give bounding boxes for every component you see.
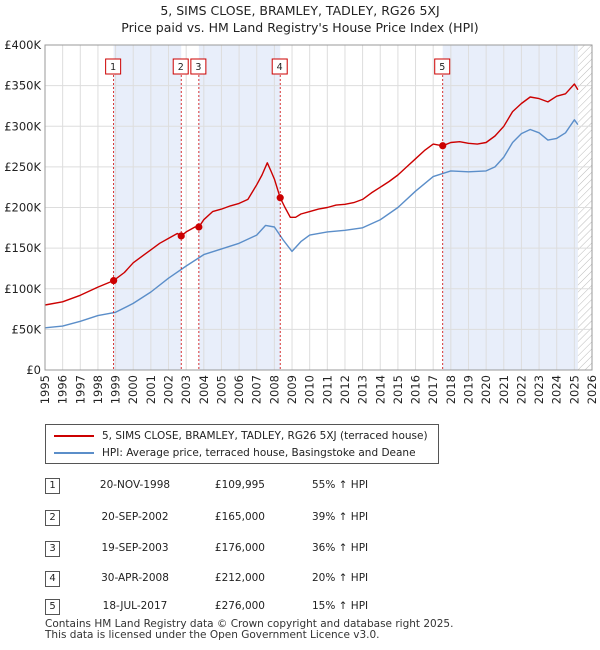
plot-frame	[44, 44, 593, 371]
x-tick-label: 2013	[356, 375, 370, 404]
sale-marker-label: 4	[277, 62, 283, 73]
x-tick-label: 2025	[567, 375, 581, 404]
legend-hpi: HPI: Average price, terraced house, Basi…	[54, 447, 416, 459]
x-tick-label: 2014	[373, 375, 387, 404]
sale-point	[439, 142, 447, 150]
chart-title: 5, SIMS CLOSE, BRAMLEY, TADLEY, RG26 5XJ	[160, 3, 440, 18]
legend-hpi-label: HPI: Average price, terraced house, Basi…	[102, 447, 416, 459]
sale-hpi-diff: 39% ↑ HPI	[312, 511, 369, 523]
sale-price: £212,000	[214, 572, 265, 584]
x-tick-label: 2019	[461, 375, 475, 404]
sale-marker-box	[434, 58, 451, 75]
x-tick-label: 2026	[585, 375, 599, 404]
x-tick-label: 2017	[426, 375, 440, 404]
x-tick-label: 2004	[197, 375, 211, 404]
y-tick-label: £400K	[4, 38, 41, 52]
x-tick-label: 2007	[250, 375, 264, 404]
sale-point	[177, 232, 185, 240]
y-tick-label: £250K	[4, 160, 41, 174]
sale-number: 1	[45, 478, 60, 494]
sale-marker-label: 2	[178, 62, 184, 73]
legend-property-swatch	[54, 435, 94, 437]
table-row: 1 20-NOV-1998 £109,995 55% ↑ HPI	[0, 475, 600, 497]
sale-date: 20-NOV-1998	[99, 479, 171, 491]
property-price-line	[44, 83, 579, 306]
sale-hpi-diff: 15% ↑ HPI	[312, 600, 369, 612]
sale-date: 20-SEP-2002	[101, 511, 169, 523]
y-tick-label: £50K	[12, 322, 42, 336]
x-tick-label: 2003	[179, 375, 193, 404]
sale-date: 30-APR-2008	[101, 572, 169, 584]
footer-copyright: Contains HM Land Registry data © Crown c…	[45, 618, 454, 630]
x-tick-label: 2005	[214, 375, 228, 404]
x-tick-label: 2002	[162, 375, 176, 404]
sale-date: 19-SEP-2003	[101, 542, 169, 554]
legend-property-label: 5, SIMS CLOSE, BRAMLEY, TADLEY, RG26 5XJ…	[102, 430, 428, 442]
y-tick-label: £350K	[4, 79, 41, 93]
x-tick-label: 1996	[56, 375, 70, 404]
table-row: 3 19-SEP-2003 £176,000 36% ↑ HPI	[0, 538, 600, 560]
y-tick-label: £0	[26, 363, 41, 377]
x-tick-label: 1998	[91, 375, 105, 404]
x-tick-label: 2006	[232, 375, 246, 404]
x-tick-label: 2015	[391, 375, 405, 404]
sale-marker-label: 5	[439, 62, 445, 73]
sale-price: £276,000	[214, 600, 265, 612]
x-tick-label: 2000	[126, 375, 140, 404]
legend-hpi-swatch	[54, 452, 94, 454]
sale-point	[110, 277, 118, 285]
footer-licence: This data is licensed under the Open Gov…	[45, 629, 380, 641]
sale-marker-box	[190, 58, 207, 75]
chart-legend: 5, SIMS CLOSE, BRAMLEY, TADLEY, RG26 5XJ…	[45, 424, 439, 464]
x-tick-label: 2021	[497, 375, 511, 404]
sale-hpi-diff: 20% ↑ HPI	[312, 572, 369, 584]
sale-number: 3	[45, 541, 60, 557]
sale-marker-box	[105, 58, 122, 75]
y-tick-label: £150K	[4, 241, 41, 255]
x-tick-label: 2024	[550, 375, 564, 404]
sale-number: 2	[45, 510, 60, 526]
sale-hpi-diff: 36% ↑ HPI	[312, 542, 369, 554]
table-row: 2 20-SEP-2002 £165,000 39% ↑ HPI	[0, 507, 600, 529]
x-tick-label: 2011	[320, 375, 334, 404]
y-tick-label: £200K	[4, 201, 41, 215]
sale-marker-label: 1	[110, 62, 116, 73]
x-tick-label: 2020	[479, 375, 493, 404]
x-tick-label: 2018	[444, 375, 458, 404]
table-row: 5 18-JUL-2017 £276,000 15% ↑ HPI	[0, 596, 600, 618]
x-tick-label: 2016	[409, 375, 423, 404]
sale-price: £109,995	[214, 479, 265, 491]
sale-marker-label: 3	[195, 62, 201, 73]
x-tick-label: 2001	[144, 375, 158, 404]
y-tick-label: £100K	[4, 282, 41, 296]
sale-hpi-diff: 55% ↑ HPI	[312, 479, 369, 491]
footer: Contains HM Land Registry data © Crown c…	[45, 619, 453, 641]
sale-number: 5	[45, 599, 60, 615]
y-tick-label: £300K	[4, 119, 41, 133]
hpi-line	[44, 119, 579, 329]
table-row: 4 30-APR-2008 £212,000 20% ↑ HPI	[0, 568, 600, 590]
x-tick-label: 2009	[285, 375, 299, 404]
x-tick-label: 2010	[303, 375, 317, 404]
x-tick-label: 2012	[338, 375, 352, 404]
x-tick-label: 1999	[109, 375, 123, 404]
x-tick-label: 1995	[38, 375, 52, 404]
x-tick-label: 2008	[267, 375, 281, 404]
sale-price: £165,000	[214, 511, 265, 523]
x-tick-label: 2023	[532, 375, 546, 404]
sale-marker-box	[172, 58, 189, 75]
sale-marker-box	[271, 58, 288, 75]
sale-price: £176,000	[214, 542, 265, 554]
sale-point	[276, 194, 284, 202]
x-tick-label: 2022	[514, 375, 528, 404]
sale-date: 18-JUL-2017	[102, 600, 168, 612]
sale-number: 4	[45, 571, 60, 587]
sale-point	[195, 223, 203, 231]
chart-subtitle: Price paid vs. HM Land Registry's House …	[121, 20, 479, 35]
legend-property: 5, SIMS CLOSE, BRAMLEY, TADLEY, RG26 5XJ…	[54, 430, 428, 442]
x-tick-label: 1997	[73, 375, 87, 404]
